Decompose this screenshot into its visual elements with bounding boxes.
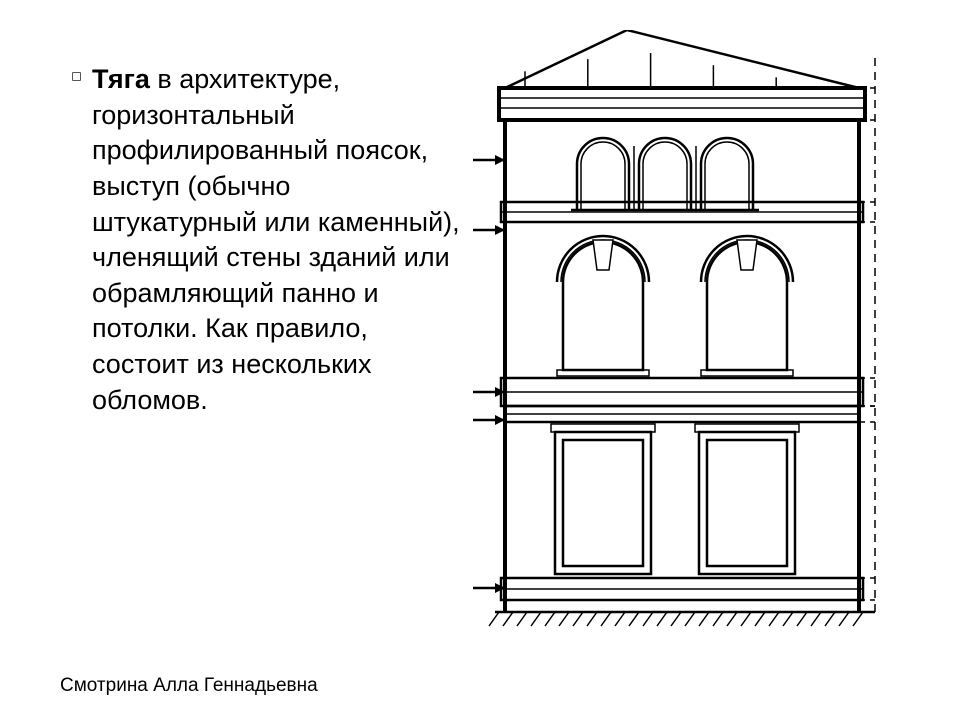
bullet-marker [72, 72, 81, 81]
facade-diagram [467, 30, 901, 652]
author-footer: Смотрина Алла Геннадьевна [60, 675, 318, 697]
body-paragraph: Тяга в архитектуре, горизонтальный профи… [92, 62, 462, 418]
term-bold: Тяга [92, 64, 150, 94]
term-definition: в архитектуре, горизонтальный профилиров… [92, 64, 460, 415]
